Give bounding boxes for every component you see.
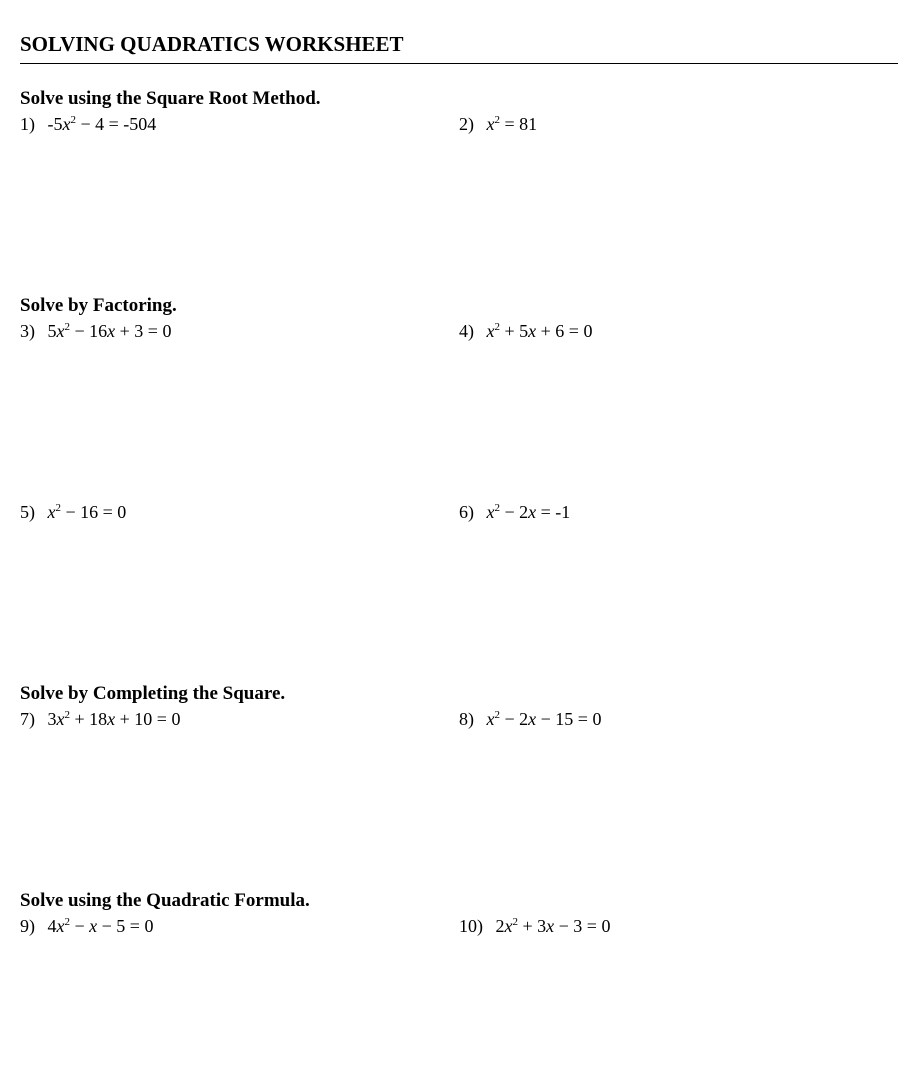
problem-number: 4) — [459, 321, 474, 342]
problem-number: 10) — [459, 916, 483, 937]
problem-5: 5) x2 − 16 = 0 — [20, 502, 459, 523]
section-header: Solve by Completing the Square. — [20, 683, 898, 705]
problem-equation: 2x2 + 3x − 3 = 0 — [491, 916, 610, 937]
problem-7: 7) 3x2 + 18x + 10 = 0 — [20, 709, 459, 730]
problem-equation: 4x2 − x − 5 = 0 — [43, 916, 153, 937]
problem-number: 6) — [459, 502, 474, 523]
problem-equation: -5x2 − 4 = -504 — [43, 114, 156, 135]
problem-3: 3) 5x2 − 16x + 3 = 0 — [20, 321, 459, 342]
problem-row: 3) 5x2 − 16x + 3 = 0 4) x2 + 5x + 6 = 0 — [20, 321, 898, 342]
section-header: Solve using the Quadratic Formula. — [20, 890, 898, 912]
problem-8: 8) x2 − 2x − 15 = 0 — [459, 709, 898, 730]
section-quadratic-formula: Solve using the Quadratic Formula. 9) 4x… — [20, 890, 898, 937]
problem-equation: x2 − 2x = -1 — [482, 502, 570, 523]
problem-number: 2) — [459, 114, 474, 135]
problem-equation: x2 = 81 — [482, 114, 537, 135]
problem-row: 7) 3x2 + 18x + 10 = 0 8) x2 − 2x − 15 = … — [20, 709, 898, 730]
problem-number: 7) — [20, 709, 35, 730]
problem-4: 4) x2 + 5x + 6 = 0 — [459, 321, 898, 342]
problem-number: 5) — [20, 502, 35, 523]
section-factoring: Solve by Factoring. 3) 5x2 − 16x + 3 = 0… — [20, 295, 898, 523]
problem-equation: 5x2 − 16x + 3 = 0 — [43, 321, 171, 342]
section-completing-square: Solve by Completing the Square. 7) 3x2 +… — [20, 683, 898, 730]
section-header: Solve by Factoring. — [20, 295, 898, 317]
problem-equation: x2 + 5x + 6 = 0 — [482, 321, 592, 342]
problem-10: 10) 2x2 + 3x − 3 = 0 — [459, 916, 898, 937]
problem-equation: x2 − 2x − 15 = 0 — [482, 709, 601, 730]
problem-1: 1) -5x2 − 4 = -504 — [20, 114, 459, 135]
section-square-root: Solve using the Square Root Method. 1) -… — [20, 88, 898, 135]
problem-number: 1) — [20, 114, 35, 135]
problem-number: 9) — [20, 916, 35, 937]
problem-row: 5) x2 − 16 = 0 6) x2 − 2x = -1 — [20, 502, 898, 523]
problem-row: 1) -5x2 − 4 = -504 2) x2 = 81 — [20, 114, 898, 135]
page-title: SOLVING QUADRATICS WORKSHEET — [20, 32, 898, 64]
problem-6: 6) x2 − 2x = -1 — [459, 502, 898, 523]
problem-number: 8) — [459, 709, 474, 730]
problem-equation: x2 − 16 = 0 — [43, 502, 126, 523]
problem-equation: 3x2 + 18x + 10 = 0 — [43, 709, 180, 730]
problem-2: 2) x2 = 81 — [459, 114, 898, 135]
problem-row: 9) 4x2 − x − 5 = 0 10) 2x2 + 3x − 3 = 0 — [20, 916, 898, 937]
section-header: Solve using the Square Root Method. — [20, 88, 898, 110]
problem-9: 9) 4x2 − x − 5 = 0 — [20, 916, 459, 937]
problem-number: 3) — [20, 321, 35, 342]
